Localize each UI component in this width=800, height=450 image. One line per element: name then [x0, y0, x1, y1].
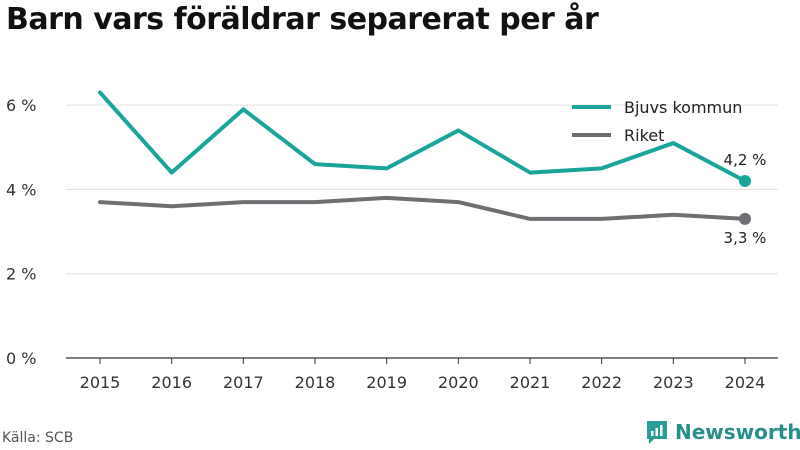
x-tick-label: 2022	[581, 373, 622, 392]
legend-label: Riket	[624, 126, 664, 145]
x-tick-label: 2021	[510, 373, 551, 392]
x-tick-label: 2017	[223, 373, 264, 392]
brand-name: Newsworthy	[675, 420, 800, 444]
legend-label: Bjuvs kommun	[624, 98, 742, 117]
y-axis-ticks: 0 % 2 % 4 % 6 %	[6, 96, 36, 368]
end-value-label: 4,2 %	[724, 151, 767, 169]
newsworthy-logo-icon	[647, 421, 667, 444]
gridlines	[66, 104, 778, 359]
end-point-marker	[739, 175, 751, 187]
series-line-riket	[98, 195, 747, 221]
series-lines	[98, 90, 751, 225]
y-tick-label: 4 %	[6, 180, 36, 199]
x-tick-label: 2016	[151, 373, 192, 392]
y-tick-label: 6 %	[6, 96, 36, 115]
x-tick-label: 2020	[438, 373, 479, 392]
y-tick-label: 0 %	[6, 349, 36, 368]
series-line-bjuv	[98, 90, 747, 183]
x-axis: 2015 2016 2017 2018 2019 2020 2021 2022 2023 2024	[80, 358, 766, 392]
end-point-marker	[739, 212, 751, 225]
brand-logo: Newsworthy	[645, 419, 800, 445]
x-tick-label: 2023	[653, 373, 694, 392]
y-tick-label: 2 %	[6, 265, 36, 284]
chart-title: Barn vars föräldrar separerat per år	[6, 2, 599, 37]
end-labels: 4,2 % 3,3 %	[724, 151, 767, 247]
x-tick-label: 2024	[725, 373, 766, 392]
end-value-label: 3,3 %	[724, 229, 767, 247]
x-tick-label: 2015	[80, 373, 121, 392]
x-tick-label: 2019	[366, 373, 407, 392]
source-note: Källa: SCB	[2, 430, 74, 446]
legend: Bjuvs kommun Riket	[572, 98, 742, 145]
x-tick-label: 2018	[295, 373, 336, 392]
